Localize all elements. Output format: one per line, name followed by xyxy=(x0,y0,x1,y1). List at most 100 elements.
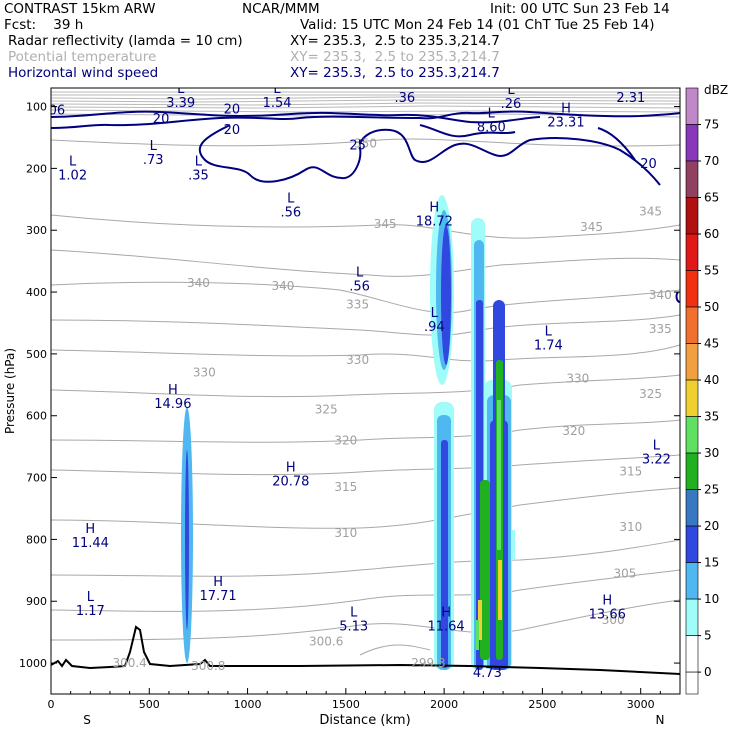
x-tick-label: 0 xyxy=(48,698,55,711)
colorbar-swatch xyxy=(685,598,699,636)
y-tick-label: 1000 xyxy=(19,657,47,670)
extremum-marker: L xyxy=(356,266,364,281)
colorbar-swatch xyxy=(685,452,699,490)
field-wind-name: Horizontal wind speed xyxy=(8,65,159,81)
y-axis: 100 200 300 400 500 600 700 800 900 1000 xyxy=(19,101,680,670)
wind-contour-label: 25 xyxy=(349,139,366,154)
theta-contour-label: 325 xyxy=(315,403,338,417)
extremum-value: .36 xyxy=(394,91,415,106)
extremum-marker: L xyxy=(507,83,515,98)
x-end-label-right: N xyxy=(656,713,665,727)
reflectivity-shading xyxy=(181,195,515,670)
y-tick-label: 500 xyxy=(26,348,47,361)
extremum-marker: H xyxy=(286,460,296,475)
extremum-marker: H xyxy=(429,201,439,216)
colorbar-swatch xyxy=(685,379,699,417)
theta-contour-label: 340 xyxy=(649,288,672,302)
theta-contour-label: 320 xyxy=(562,424,585,438)
theta-contour-label: 350 xyxy=(354,137,377,151)
colorbar-label: 15 xyxy=(704,556,719,570)
y-tick-label: 100 xyxy=(26,101,47,114)
extremum-value: 20.78 xyxy=(272,474,309,489)
wind-labels: 20 20 20 25 20 xyxy=(153,103,657,172)
x-tick-label: 3000 xyxy=(627,698,655,711)
x-tick-label: 1000 xyxy=(234,698,262,711)
extremum-value: .73 xyxy=(143,153,164,168)
colorbar-label: 75 xyxy=(704,118,719,132)
extremum-marker: H xyxy=(85,522,95,537)
colorbar-label: 5 xyxy=(704,629,712,643)
colorbar-swatch xyxy=(685,671,699,695)
extremum-marker: L xyxy=(177,82,185,97)
y-tick-label: 300 xyxy=(26,224,47,237)
x-axis: 0 500 1000 1500 2000 2500 3000 xyxy=(48,688,661,711)
colorbar-swatch xyxy=(685,270,699,308)
wind-contour-label: 20 xyxy=(224,123,241,138)
theta-contour-label: 330 xyxy=(346,353,369,367)
extremum-value: .26 xyxy=(501,97,522,112)
x-tick-label: 1500 xyxy=(332,698,360,711)
extremum-value: 5.13 xyxy=(339,620,368,635)
colorbar-swatch xyxy=(685,525,699,563)
colorbar-label: 10 xyxy=(704,592,719,606)
extremum-marker: H xyxy=(441,606,451,621)
colorbar-label: 25 xyxy=(704,483,719,497)
terrain-line xyxy=(51,625,680,675)
extremum-value: 23.31 xyxy=(547,116,584,131)
forecast-hour: Fcst: 39 h xyxy=(4,17,84,33)
theta-contour-label: 340 xyxy=(271,279,294,293)
init-time: Init: 00 UTC Sun 23 Feb 14 xyxy=(490,1,670,17)
theta-contour-label: 310 xyxy=(334,526,357,540)
extremum-marker: L xyxy=(488,107,496,122)
extremum-value: 18.72 xyxy=(416,215,453,230)
theta-contour-label: 299.3 xyxy=(411,656,445,670)
y-tick-label: 600 xyxy=(26,410,47,423)
theta-contour-label: 340 xyxy=(187,276,210,290)
theta-contour-label: 335 xyxy=(346,297,369,311)
extremum-value: 2.31 xyxy=(616,91,645,106)
extremum-marker: H xyxy=(168,383,178,398)
colorbar-label: 50 xyxy=(704,300,719,314)
extremum-marker: L xyxy=(401,77,409,92)
extremum-value: 11.64 xyxy=(427,620,464,635)
theta-contour-label: 315 xyxy=(334,480,357,494)
colorbar-label: 70 xyxy=(704,154,719,168)
org-label: NCAR/MMM xyxy=(242,1,320,17)
x-end-label-left: S xyxy=(83,713,91,727)
extremum-marker: H xyxy=(602,593,612,608)
extremum-marker: L xyxy=(653,439,661,454)
extremum-marker: L xyxy=(350,606,358,621)
extremum-value: 3.39 xyxy=(166,96,195,111)
field-theta-name: Potential temperature xyxy=(8,49,157,65)
x-axis-label: Distance (km) xyxy=(319,713,410,728)
extremum-value: 1.02 xyxy=(58,168,87,183)
colorbar-label: 65 xyxy=(704,191,719,205)
y-tick-label: 900 xyxy=(26,595,47,608)
extremum-value: .35 xyxy=(188,168,209,183)
theta-contour-label: 300.8 xyxy=(191,659,225,673)
extremum-value: 4.73 xyxy=(473,666,502,681)
extremum-value: 1.74 xyxy=(534,338,563,353)
colorbar-swatch xyxy=(685,635,699,673)
extremum-value: .94 xyxy=(424,320,445,335)
theta-contour-label: 345 xyxy=(580,220,603,234)
extremum-value: .56 xyxy=(280,205,301,220)
extremum-marker: L xyxy=(545,324,553,339)
theta-contour-label: 315 xyxy=(619,464,642,478)
extremum-value: .56 xyxy=(349,280,370,295)
extremum-marker: L xyxy=(287,191,295,206)
field-reflectivity-name: Radar reflectivity (lamda = 10 cm) xyxy=(8,33,243,49)
theta-contour-label: 330 xyxy=(566,372,589,386)
colorbar-label: 60 xyxy=(704,227,719,241)
extremum-value: 14.96 xyxy=(154,397,191,412)
extremum-marker: L xyxy=(195,154,203,169)
x-tick-label: 2000 xyxy=(430,698,458,711)
extremum-marker: L xyxy=(431,306,439,321)
field-reflectivity-xy: XY= 235.3, 2.5 to 235.3,214.7 xyxy=(290,33,500,49)
extremum-marker: L xyxy=(150,139,158,154)
plot-area: 350 345 345 345 340 340 340 335 335 330 330 330 325 3… xyxy=(51,77,680,694)
x-tick-label: 500 xyxy=(139,698,160,711)
colorbar-swatch xyxy=(685,160,699,198)
theta-contour-label: 300 xyxy=(602,613,625,627)
